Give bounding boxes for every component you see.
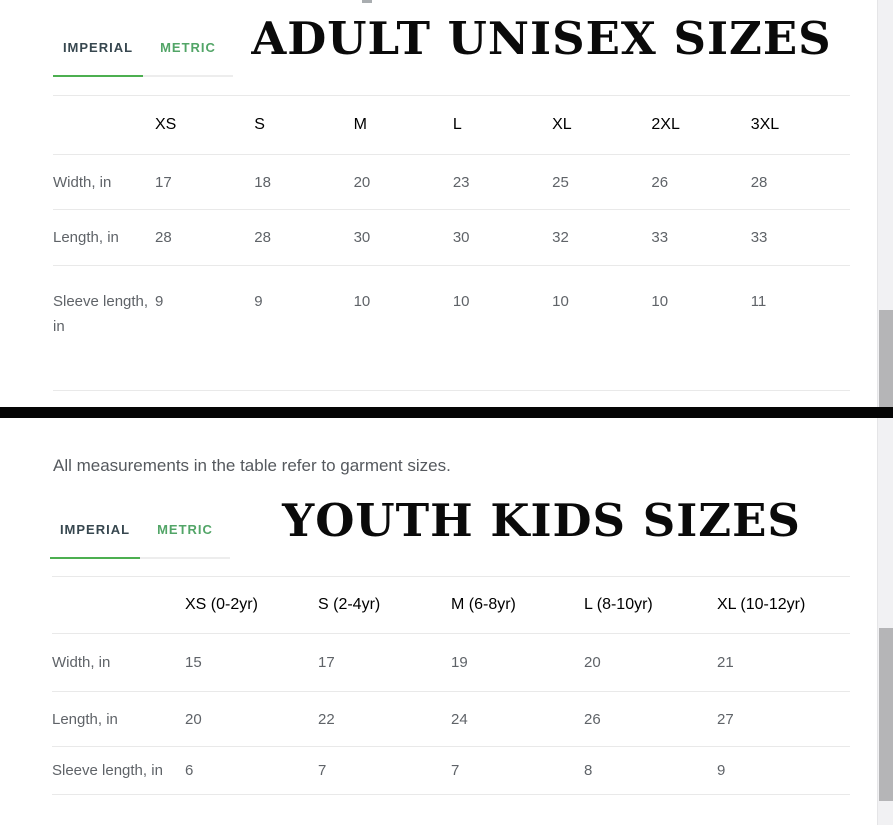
table-row: Length, in 28 28 30 30 32 33 33 [53,210,850,266]
size-value: 10 [452,293,470,310]
size-value: 30 [452,229,470,246]
size-value: 7 [318,762,327,779]
size-value: 26 [651,173,669,191]
tab-metric[interactable]: METRIC [140,523,230,559]
size-value: 6 [185,762,194,779]
row-label: Sleeve length, in [52,762,163,779]
column-header: M (6-8yr) [451,596,516,613]
youth-size-table: XS (0-2yr) S (2-4yr) M (6-8yr) L (8-10yr… [52,576,850,795]
size-value: 7 [451,762,460,779]
youth-section-title: YOUTH KIDS SIZES [282,494,801,547]
size-value: 20 [185,710,202,728]
size-value: 21 [717,654,734,671]
table-row: Width, in 15 17 19 20 21 [52,634,850,692]
table-row: Width, in 17 18 20 23 25 26 28 [53,155,850,210]
adult-scrollbar-thumb[interactable] [879,310,893,407]
size-value: 10 [552,293,569,310]
size-value: 26 [584,710,601,728]
adult-section-title: ADULT UNISEX SIZES [251,12,832,65]
size-value: 17 [318,654,335,671]
table-row: Sleeve length, in 9 9 10 10 10 10 11 [53,266,850,391]
tab-imperial[interactable]: IMPERIAL [53,41,143,77]
column-header: XS [155,116,177,133]
adult-size-table: XS S M L XL 2XL 3XL Width, in 17 18 20 2… [53,95,850,391]
size-value: 10 [353,293,371,310]
column-header: XS (0-2yr) [185,596,258,613]
empty-header-cell [53,96,155,155]
size-value: 20 [584,654,601,671]
size-value: 27 [717,710,734,728]
size-value: 9 [717,762,726,779]
size-value: 32 [552,229,569,246]
size-value: 23 [452,173,470,191]
row-label: Length, in [53,229,119,246]
size-value: 33 [750,229,768,246]
row-label: Length, in [52,710,118,728]
size-value: 28 [750,173,768,191]
column-header: 3XL [750,116,780,133]
size-value: 28 [155,229,172,246]
size-value: 25 [552,173,569,191]
youth-scrollbar-thumb[interactable] [879,628,893,801]
size-value: 17 [155,173,172,191]
size-value: 9 [254,293,263,310]
table-row: Length, in 20 22 24 26 27 [52,692,850,747]
table-row: Sleeve length, in 6 7 7 8 9 [52,747,850,795]
tab-imperial[interactable]: IMPERIAL [50,523,140,559]
cropped-text-artifact [362,0,372,3]
column-header: M [353,116,367,133]
size-value: 28 [254,229,271,246]
size-value: 11 [750,293,767,310]
tab-metric[interactable]: METRIC [143,41,233,77]
youth-scrollbar-track[interactable] [877,418,893,825]
table-header-row: XS S M L XL 2XL 3XL [53,96,850,155]
section-divider [0,407,893,418]
table-header-row: XS (0-2yr) S (2-4yr) M (6-8yr) L (8-10yr… [52,577,850,634]
column-header: S (2-4yr) [318,596,381,613]
row-label: Width, in [52,654,111,671]
adult-unit-tabs: IMPERIAL METRIC [53,41,233,77]
column-header: L [452,116,462,133]
adult-scrollbar-track[interactable] [877,0,893,407]
column-header: XL [552,116,572,133]
size-value: 24 [451,710,468,728]
size-value: 18 [254,173,271,191]
column-header: XL (10-12yr) [717,596,806,613]
adult-size-panel: IMPERIAL METRIC ADULT UNISEX SIZES XS S … [0,0,893,407]
row-label: Width, in [53,173,112,191]
size-value: 30 [353,229,371,246]
size-value: 19 [451,654,468,671]
size-value: 10 [651,293,669,310]
empty-header-cell [52,577,185,634]
youth-size-panel: All measurements in the table refer to g… [0,418,893,825]
measurement-note: All measurements in the table refer to g… [53,456,451,475]
column-header: L (8-10yr) [584,596,653,613]
row-label: Sleeve length, in [53,293,149,335]
size-value: 20 [353,173,371,191]
youth-unit-tabs: IMPERIAL METRIC [50,523,230,559]
column-header: 2XL [651,116,680,133]
size-value: 33 [651,229,669,246]
size-value: 8 [584,762,593,779]
column-header: S [254,116,265,133]
size-value: 22 [318,710,335,728]
size-value: 15 [185,654,202,671]
size-value: 9 [155,293,164,310]
